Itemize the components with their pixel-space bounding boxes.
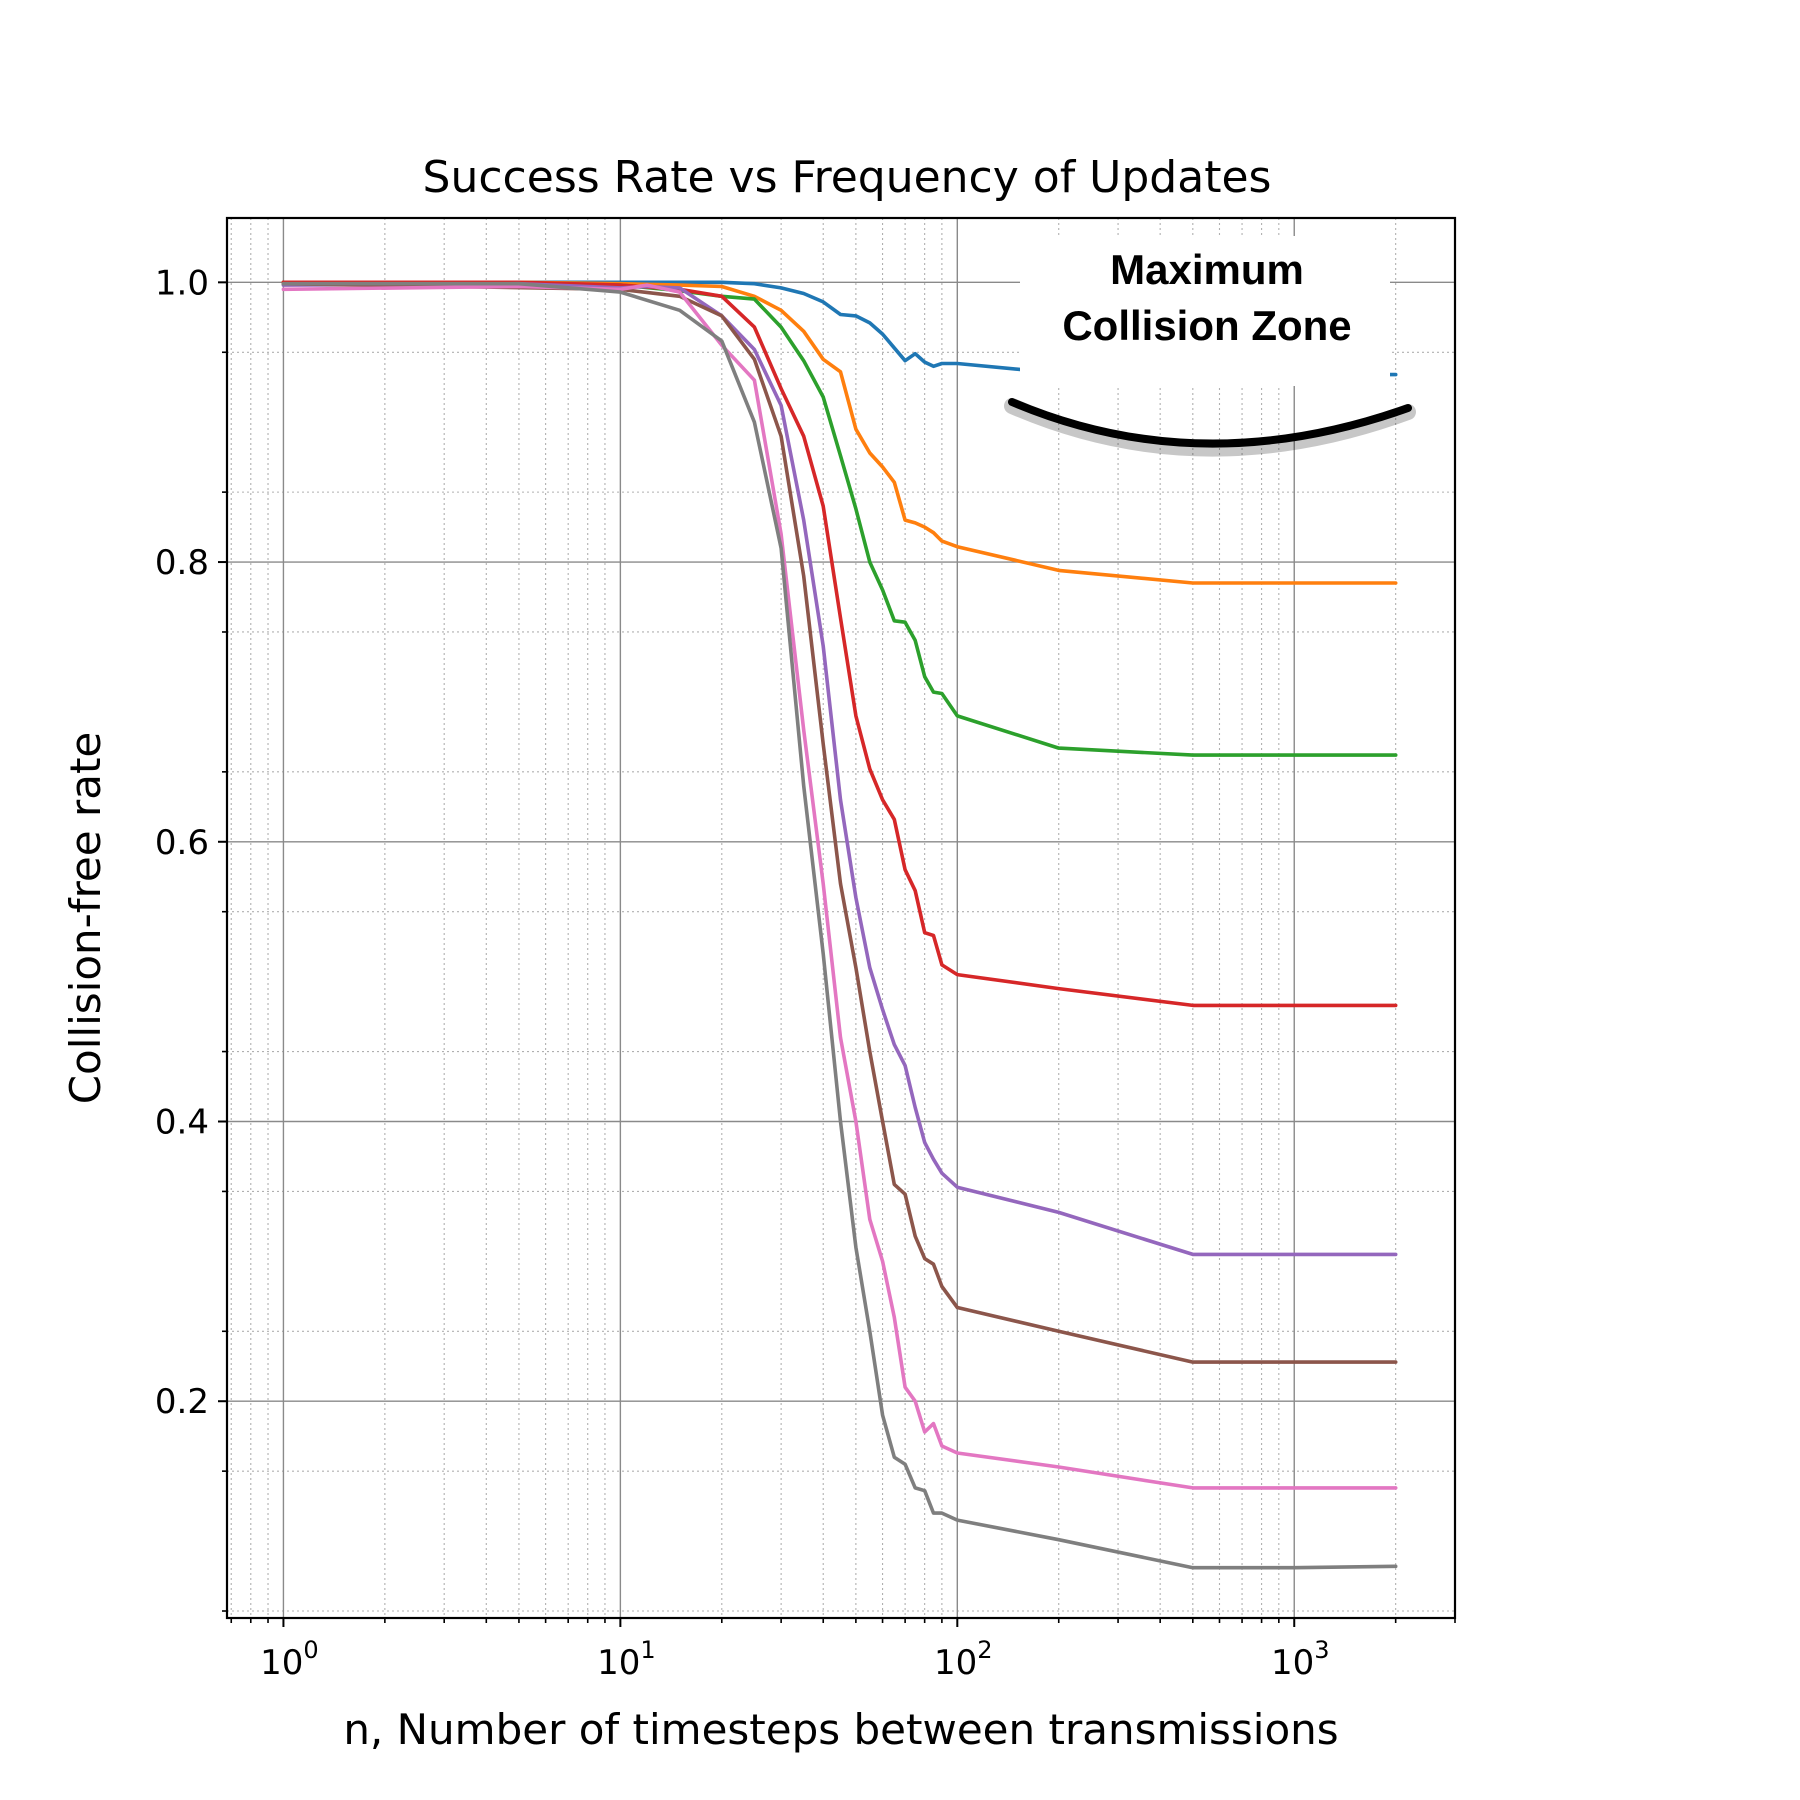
grid: [227, 218, 1456, 1618]
x-axis-label: n, Number of timesteps between transmiss…: [343, 1705, 1338, 1754]
x-tick-label: 100: [260, 1636, 319, 1683]
series-line-8: [281, 281, 1398, 1570]
x-tick-label: 103: [1271, 1636, 1330, 1683]
series-line-1: [281, 280, 1398, 377]
x-tick-label: 102: [934, 1636, 993, 1683]
series-line-5: [281, 281, 1398, 1257]
chart-title: Success Rate vs Frequency of Updates: [423, 152, 1272, 203]
series-line-6: [281, 281, 1398, 1364]
series-line-2: [281, 280, 1398, 585]
series-line-7: [281, 283, 1398, 1490]
y-tick-label: 0.6: [155, 823, 209, 863]
y-tick-label: 0.2: [155, 1382, 209, 1422]
y-tick-label: 0.4: [155, 1102, 209, 1142]
series-layer: [281, 280, 1398, 1570]
annotation-line-1: Maximum: [1110, 246, 1304, 293]
annotation: Maximum Collision Zone: [1004, 236, 1416, 457]
annotation-line-2: Collision Zone: [1062, 302, 1351, 349]
x-tick-label: 101: [597, 1636, 656, 1683]
y-tick-label: 0.8: [155, 543, 209, 583]
annotation-background: [1020, 236, 1390, 386]
annotation-arc: [1008, 398, 1412, 448]
series-line-3: [281, 281, 1398, 757]
ticks: 0.2 0.4 0.6 0.8 1.0 100 101 102 103: [155, 263, 1456, 1683]
plot-frame: [225, 216, 1457, 1620]
y-tick-label: 1.0: [155, 263, 209, 303]
annotation-arc-shadow: [1004, 398, 1416, 457]
series-line-4: [281, 280, 1398, 1008]
y-axis-label: Collision-free rate: [61, 732, 110, 1105]
